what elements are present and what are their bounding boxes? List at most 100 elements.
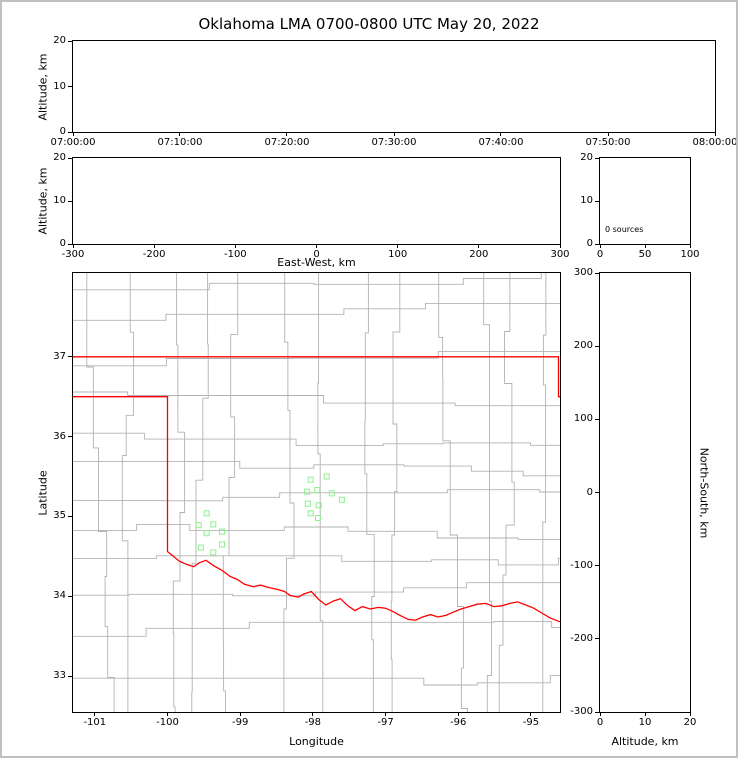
x-tick-mark (500, 132, 502, 136)
x-tick-mark (397, 244, 399, 248)
y-tick-mark (595, 638, 599, 640)
x-tick-mark (239, 712, 241, 716)
x-tick-mark (644, 712, 646, 716)
x-tick-label: 200 (469, 249, 489, 260)
panel-east-west-height: -300 -200 -100 0 100 200 300 0 10 20 East-West, km… (37, 153, 570, 269)
x-tick-label: 0 (596, 249, 604, 260)
x-tick-mark (644, 244, 646, 248)
source-count-annotation: 0 sources (605, 225, 644, 234)
x-tick-label: 08:00:00 (692, 137, 738, 148)
station-marker (304, 488, 311, 495)
y-tick-label: 10 (53, 80, 66, 92)
y-tick-mark (595, 243, 599, 245)
x-axis-label: East-West, km (277, 256, 356, 269)
station-marker (338, 496, 345, 503)
y-tick-mark (595, 565, 599, 567)
state-boundary (73, 396, 560, 623)
y-tick-label: -200 (570, 632, 593, 644)
x-tick-label: -98 (304, 717, 322, 728)
y-tick-mark (68, 243, 72, 245)
x-tick-label: -97 (377, 717, 394, 728)
station-marker (203, 530, 210, 537)
x-tick-mark (153, 244, 155, 248)
y-tick-label: 10 (580, 195, 593, 206)
panel-north-south-height: 0 10 20 300 200 100 0 -100 -200 -300 Altitude, km N… (570, 268, 710, 748)
x-tick-label: 07:00:00 (50, 137, 96, 148)
x-tick-mark (689, 712, 691, 716)
station-marker (195, 522, 202, 529)
panel-time-height: 07:00:00 07:10:00 07:20:00 07:30:00 07:40:00… (37, 36, 737, 148)
y-tick-label: 0 (586, 238, 593, 249)
y-tick-label: -100 (570, 559, 593, 571)
x-axis-label: Longitude (289, 735, 344, 748)
y-tick-label: 200 (573, 340, 593, 352)
x-tick-mark (599, 712, 601, 716)
y-tick-mark (68, 200, 72, 202)
y-tick-mark (595, 492, 599, 493)
y-tick-mark (68, 436, 72, 438)
y-axis-label: Latitude (36, 469, 50, 516)
y-tick-label: 20 (53, 152, 66, 163)
x-tick-mark (166, 712, 168, 716)
y-axis-label-right: North-South, km (697, 447, 711, 538)
x-tick-mark (179, 132, 181, 136)
y-tick-label: -300 (570, 706, 593, 717)
x-tick-label: 300 (550, 249, 570, 260)
station-marker (197, 544, 204, 551)
x-tick-mark (599, 244, 601, 248)
x-tick-mark (607, 132, 609, 136)
x-tick-label: 07:30:00 (371, 137, 417, 148)
y-tick-label: 0 (59, 126, 66, 137)
y-tick-label: 100 (573, 413, 593, 425)
y-axis-label: Altitude, km (36, 52, 50, 121)
x-tick-label: 07:10:00 (157, 137, 203, 148)
y-tick-mark (68, 131, 72, 133)
y-tick-mark (595, 345, 599, 347)
x-tick-mark (72, 244, 74, 248)
station-marker (323, 473, 330, 480)
station-marker (315, 502, 322, 509)
x-tick-mark (714, 132, 716, 136)
y-tick-mark (595, 711, 599, 713)
x-tick-label: -96 (450, 717, 467, 728)
y-tick-mark (68, 40, 72, 42)
y-tick-mark (68, 86, 72, 87)
x-tick-mark (234, 244, 236, 248)
x-tick-label: 100 (388, 249, 408, 260)
y-tick-label: 10 (53, 195, 66, 206)
x-tick-label: -100 (223, 249, 247, 260)
station-marker (219, 541, 225, 548)
y-tick-label: 20 (53, 35, 66, 46)
y-tick-mark (68, 675, 72, 677)
station-marker (304, 500, 311, 507)
y-tick-mark (68, 515, 72, 517)
x-tick-mark (559, 244, 561, 248)
x-tick-label: 07:50:00 (585, 137, 631, 148)
county-boundaries (73, 273, 560, 712)
y-tick-label: 37 (53, 350, 66, 362)
y-tick-mark (68, 356, 72, 358)
y-tick-mark (68, 595, 72, 597)
station-marker (307, 510, 314, 517)
x-tick-mark (385, 712, 387, 716)
figure-title: Oklahoma LMA 0700-0800 UTC May 20, 2022 (198, 15, 540, 33)
x-tick-label: -101 (83, 717, 107, 728)
x-tick-label: -200 (142, 249, 166, 260)
panel-source-histogram: 0 sources 0 50 100 0 10 20 (580, 153, 699, 260)
station-marker (328, 490, 335, 497)
x-tick-mark (312, 712, 314, 716)
x-tick-mark (94, 712, 96, 716)
x-tick-label: 10 (638, 717, 652, 728)
station-marker (314, 487, 321, 494)
y-axis-label: Altitude, km (36, 167, 50, 235)
station-marker (203, 510, 210, 517)
x-tick-mark (689, 244, 691, 248)
station-marker (210, 549, 217, 556)
x-tick-mark (316, 244, 317, 248)
map-canvas (73, 273, 560, 712)
y-tick-label: 0 (586, 486, 593, 498)
panel-plan-view-map: -101 -100 -99 -98 -97 -96 -95 33 34 35 36 37 Longitu… (37, 272, 561, 747)
y-tick-label: 34 (53, 590, 66, 602)
y-tick-label: 300 (573, 267, 593, 278)
